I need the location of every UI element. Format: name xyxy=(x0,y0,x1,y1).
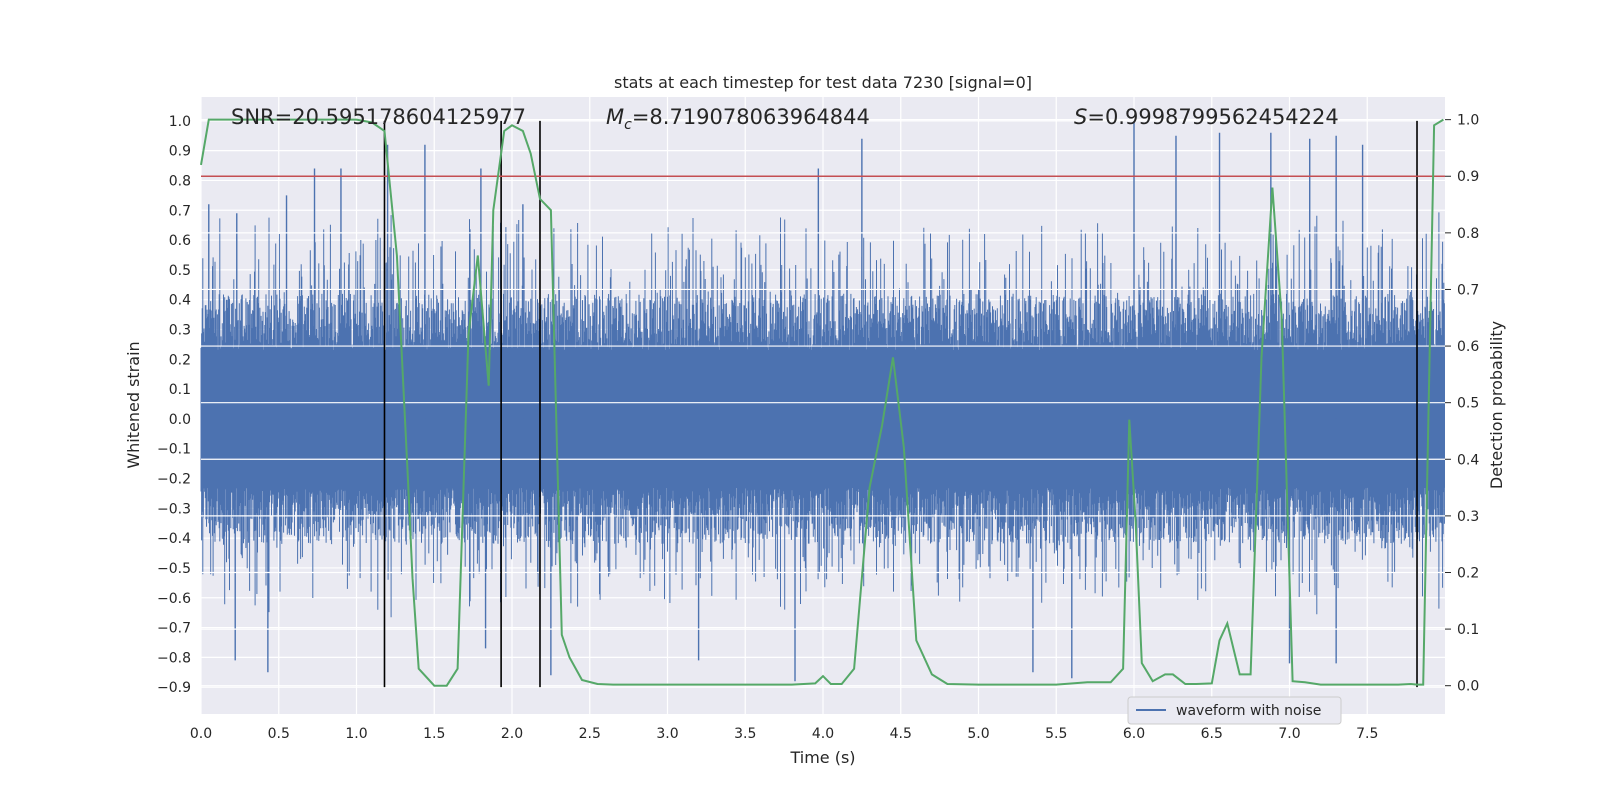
chirp-mass-symbol: M xyxy=(606,105,624,129)
y-left-tick-label: 0.8 xyxy=(169,173,191,189)
y-right-axis-ticks: 1.0 0.9 0.8 0.7 0.6 0.5 0.4 0.3 0.2 0.1 0.0 xyxy=(1445,113,1479,695)
chart-title: stats at each timestep for test data 723… xyxy=(614,73,1032,92)
y-right-tick-label: 0.7 xyxy=(1457,282,1479,298)
y-left-axis-label: Whitened strain xyxy=(124,341,143,468)
x-tick-label: 0.5 xyxy=(268,726,290,742)
y-right-tick-label: 0.9 xyxy=(1457,169,1479,185)
x-tick-label: 6.5 xyxy=(1201,726,1223,742)
snr-annotation: SNR=20.595178604125977 xyxy=(231,105,526,129)
y-right-tick-label: 0.3 xyxy=(1457,509,1479,525)
y-left-tick-label: −0.4 xyxy=(157,531,191,547)
y-left-tick-label: −0.6 xyxy=(157,591,191,607)
y-left-tick-label: −0.8 xyxy=(157,650,191,666)
x-tick-label: 2.5 xyxy=(579,726,601,742)
waveform-trace xyxy=(200,212,1445,618)
x-tick-label: 2.0 xyxy=(501,726,523,742)
y-left-tick-label: 0.6 xyxy=(169,233,191,249)
y-left-tick-label: 0.9 xyxy=(169,144,191,160)
y-right-tick-label: 0.1 xyxy=(1457,622,1479,638)
probability-line xyxy=(200,118,1444,687)
x-tick-label: 4.5 xyxy=(890,726,912,742)
x-tick-label: 1.5 xyxy=(423,726,445,742)
y-right-tick-label: 0.5 xyxy=(1457,396,1479,412)
y-left-tick-label: −0.9 xyxy=(157,680,191,696)
x-axis-ticks: 0.0 0.5 1.0 1.5 2.0 2.5 3.0 3.5 4.0 4.5 5.0 5.5 6.0 6… xyxy=(190,726,1379,742)
chirp-mass-annotation: Mc=8.719078063964844 xyxy=(606,105,870,133)
y-left-tick-label: −0.3 xyxy=(157,501,191,517)
y-left-tick-label: 0.2 xyxy=(169,352,191,368)
legend-box xyxy=(1127,696,1342,725)
x-tick-label: 7.0 xyxy=(1278,726,1300,742)
y-left-tick-label: −0.5 xyxy=(157,561,191,577)
score-annotation: S=0.9998799562454224 xyxy=(1074,105,1339,129)
legend-label: waveform with noise xyxy=(1176,703,1321,719)
x-tick-label: 7.5 xyxy=(1356,726,1378,742)
y-left-tick-label: −0.1 xyxy=(157,442,191,458)
x-tick-label: 5.0 xyxy=(967,726,989,742)
y-left-tick-label: 0.5 xyxy=(169,263,191,279)
y-left-tick-label: 0.0 xyxy=(169,412,191,428)
x-tick-label: 3.0 xyxy=(656,726,678,742)
x-axis-label: Time (s) xyxy=(789,748,855,767)
y-right-tick-label: 0.4 xyxy=(1457,452,1479,468)
chirp-mass-value: =8.719078063964844 xyxy=(632,105,870,129)
y-left-tick-label: 1.0 xyxy=(169,114,191,130)
y-left-tick-label: 0.7 xyxy=(169,203,191,219)
y-left-tick-label: 0.3 xyxy=(169,322,191,338)
y-right-tick-label: 1.0 xyxy=(1457,113,1479,129)
score-symbol: S xyxy=(1074,105,1087,129)
y-left-tick-label: 0.4 xyxy=(169,293,191,309)
x-tick-label: 1.0 xyxy=(345,726,367,742)
y-left-tick-label: −0.7 xyxy=(157,621,191,637)
score-value: =0.9998799562454224 xyxy=(1087,105,1338,129)
x-tick-label: 4.0 xyxy=(812,726,834,742)
chirp-mass-subscript: c xyxy=(624,117,632,133)
y-left-tick-label: −0.2 xyxy=(157,472,191,488)
y-right-tick-label: 0.0 xyxy=(1457,679,1479,695)
vertical-markers xyxy=(383,120,1418,688)
y-right-tick-label: 0.6 xyxy=(1457,339,1479,355)
legend: waveform with noise xyxy=(1127,696,1342,725)
y-left-tick-label: 0.1 xyxy=(169,382,191,398)
y-right-axis-label: Detection probability xyxy=(1487,321,1506,489)
y-right-tick-label: 0.8 xyxy=(1457,226,1479,242)
y-right-tick-label: 0.2 xyxy=(1457,565,1479,581)
x-tick-label: 3.5 xyxy=(734,726,756,742)
x-tick-label: 6.0 xyxy=(1123,726,1145,742)
y-left-axis-ticks: 1.0 0.9 0.8 0.7 0.6 0.5 0.4 0.3 0.2 0.1 0.0 −0.1 −0.… xyxy=(157,114,191,696)
x-tick-label: 5.5 xyxy=(1045,726,1067,742)
probability-series xyxy=(200,118,1444,687)
x-tick-label: 0.0 xyxy=(190,726,212,742)
